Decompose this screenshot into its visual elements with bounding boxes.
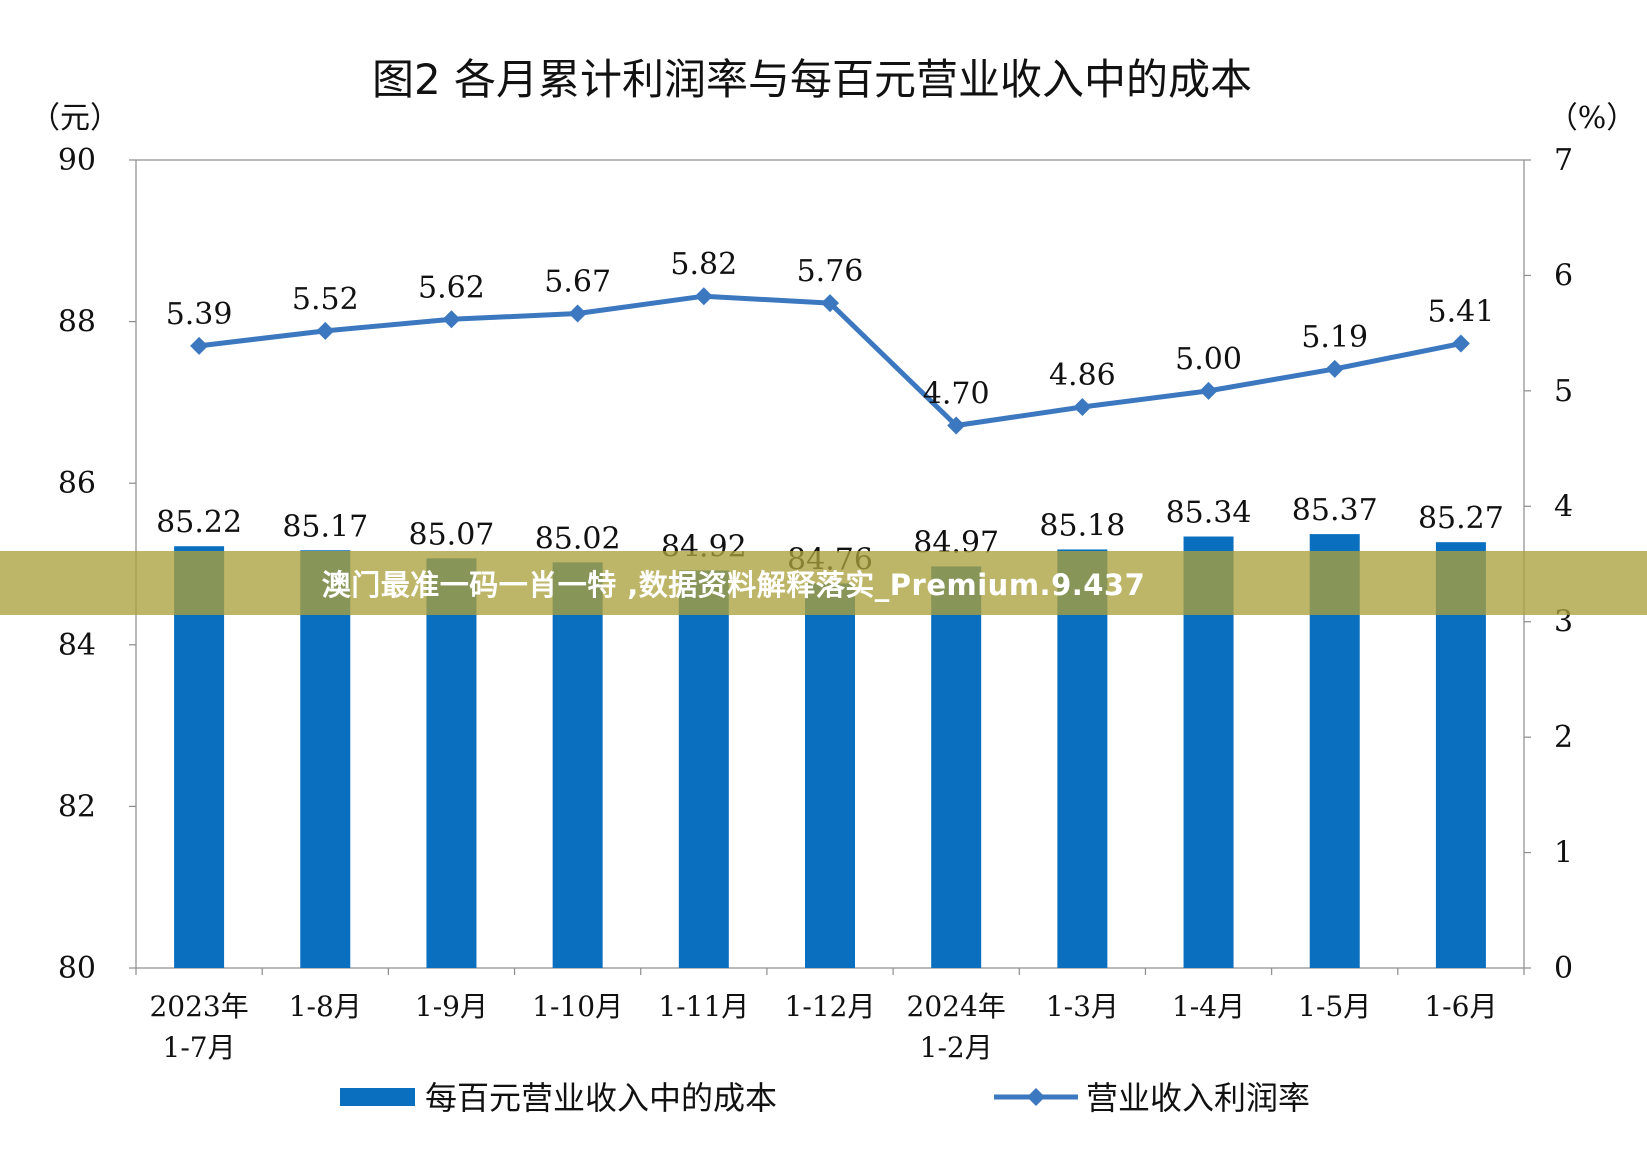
- line-data-label: 4.70: [923, 376, 990, 411]
- line-data-label: 5.82: [670, 247, 737, 282]
- right-axis-tick-label: 5: [1554, 374, 1573, 409]
- legend-line-label: 营业收入利润率: [1086, 1079, 1310, 1117]
- watermark-banner: 澳门最准一码一肖一特 ,数据资料解释落实_Premium.9.437: [0, 551, 1647, 615]
- category-label: 1-4月: [1172, 990, 1245, 1023]
- right-axis-tick-label: 4: [1554, 489, 1573, 524]
- bar: [426, 558, 477, 968]
- bar: [1057, 549, 1108, 968]
- line-series: 5.39 5.52 5.62 5.67 5.82 5.76 4.70 4.86 5.00 5.19…: [166, 247, 1495, 435]
- line-point: [1073, 398, 1092, 417]
- legend-bar-swatch: [340, 1088, 415, 1106]
- right-axis-unit: （%）: [1548, 101, 1637, 136]
- category-label: 1-5月: [1298, 990, 1371, 1023]
- left-axis-tick-label: 80: [58, 951, 96, 986]
- category-label: 1-8月: [289, 990, 362, 1023]
- bar-data-label: 85.18: [1039, 508, 1125, 543]
- left-axis-tick-label: 84: [58, 628, 96, 663]
- left-axis-unit: （元）: [30, 101, 120, 136]
- line-data-label: 5.41: [1428, 295, 1495, 330]
- bar-data-label: 85.34: [1166, 496, 1252, 531]
- line-point: [190, 336, 209, 355]
- bar-series: [174, 534, 1486, 968]
- left-axis-tick-label: 82: [58, 789, 96, 824]
- category-label: 1-10月: [532, 990, 623, 1023]
- line-point: [1199, 381, 1218, 400]
- category-label: 1-12月: [785, 990, 876, 1023]
- line-data-label: 5.39: [166, 297, 233, 332]
- bar-data-label: 85.22: [156, 505, 242, 540]
- line-point: [316, 321, 335, 340]
- bar: [174, 546, 225, 968]
- line-point: [947, 416, 966, 435]
- category-label: 1-9月: [415, 990, 488, 1023]
- line-point: [1451, 334, 1470, 353]
- category-label: 1-3月: [1046, 990, 1119, 1023]
- left-axis-tick-label: 88: [58, 305, 96, 340]
- banner-text: 澳门最准一码一肖一特 ,数据资料解释落实_Premium.9.437: [321, 568, 1146, 602]
- line-data-label: 5.67: [544, 265, 611, 300]
- category-label: 1-11月: [658, 990, 749, 1023]
- legend-line-marker: [1027, 1088, 1045, 1106]
- left-axis-tick-label: 86: [58, 466, 96, 501]
- bar-data-label: 85.37: [1292, 493, 1378, 528]
- line-point: [568, 304, 587, 323]
- right-axis-tick-label: 2: [1554, 720, 1573, 755]
- chart-title: 图2 各月累计利润率与每百元营业收入中的成本: [372, 55, 1252, 104]
- line-point: [1325, 359, 1344, 378]
- right-axis-tick-label: 0: [1554, 951, 1573, 986]
- line-point: [821, 294, 839, 313]
- bar-data-label: 85.17: [282, 509, 368, 544]
- category-label: 2023年: [149, 990, 248, 1023]
- category-label: 1-6月: [1424, 990, 1497, 1023]
- category-label: 1-2月: [920, 1031, 993, 1064]
- line-data-label: 5.00: [1175, 342, 1242, 377]
- bar-data-label: 85.02: [535, 521, 621, 556]
- line-point: [694, 287, 713, 306]
- line-path: [198, 293, 1462, 428]
- bar-data-label: 85.07: [409, 517, 495, 552]
- bar: [931, 566, 982, 968]
- category-label: 2024年: [907, 990, 1006, 1023]
- right-axis-tick-label: 6: [1554, 258, 1573, 293]
- line-data-label: 4.86: [1049, 358, 1116, 393]
- legend-bar-label: 每百元营业收入中的成本: [425, 1079, 777, 1117]
- bar: [552, 562, 603, 968]
- left-axis-tick-label: 90: [58, 143, 96, 178]
- line-data-label: 5.62: [418, 270, 485, 305]
- category-label: 1-7月: [163, 1031, 236, 1064]
- right-axis-tick-label: 1: [1554, 836, 1573, 871]
- bar-data-label: 85.27: [1418, 501, 1504, 536]
- bar: [300, 550, 351, 968]
- right-axis-tick-label: 7: [1554, 143, 1573, 178]
- line-data-label: 5.52: [292, 282, 359, 317]
- line-point: [442, 310, 461, 329]
- bar: [678, 570, 729, 968]
- bar: [805, 583, 855, 968]
- line-data-label: 5.19: [1301, 320, 1368, 355]
- line-data-label: 5.76: [797, 254, 864, 289]
- legend: 每百元营业收入中的成本 营业收入利润率: [340, 1079, 1310, 1117]
